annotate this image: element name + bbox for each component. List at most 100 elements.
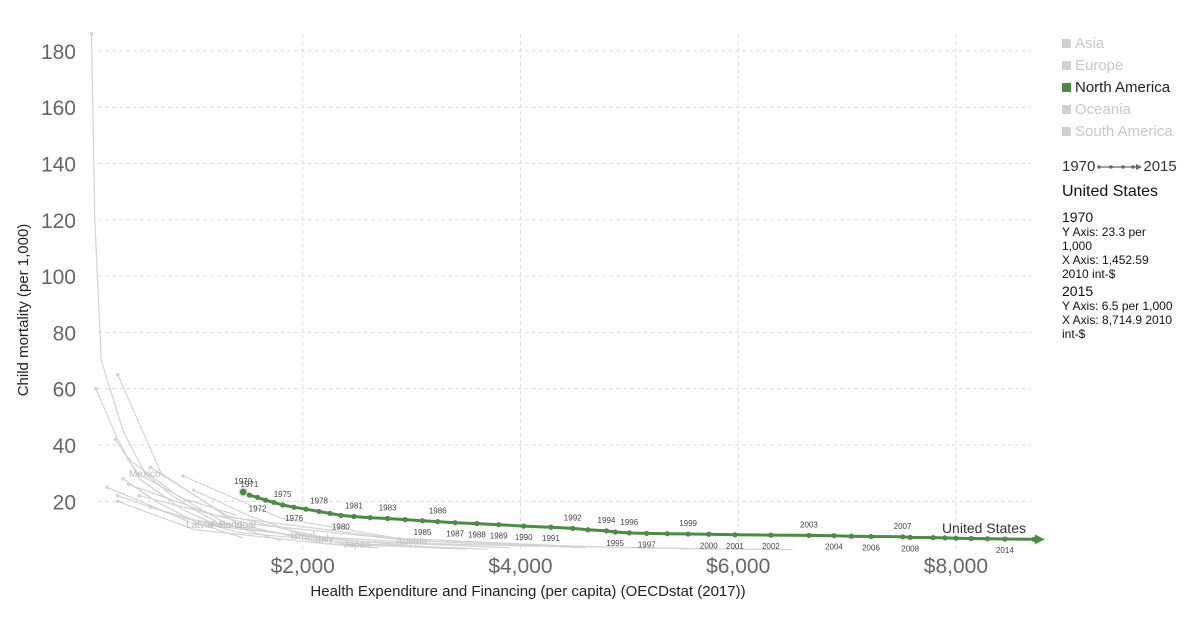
year-label: 1989 — [490, 532, 508, 541]
background-series-start-point — [126, 482, 131, 487]
data-point — [585, 527, 591, 533]
background-series-line — [117, 374, 379, 549]
year-label: 1997 — [638, 540, 656, 549]
data-point — [279, 502, 286, 508]
x-tick-label: $6,000 — [706, 555, 770, 578]
year-label: 1992 — [564, 513, 582, 522]
data-point — [238, 487, 248, 497]
legend-swatch — [1062, 126, 1071, 136]
year-label: 2002 — [762, 542, 780, 551]
background-series-start-point — [89, 32, 94, 36]
detail-start-year: 1970 — [1062, 209, 1094, 225]
data-point — [367, 515, 373, 521]
data-point — [1002, 536, 1008, 542]
x-axis-label: Health Expenditure and Financing (per ca… — [310, 583, 745, 600]
legend-item[interactable]: North America — [1062, 76, 1196, 98]
grid — [98, 34, 1031, 552]
time-start-label: 1970 — [1062, 158, 1096, 175]
year-label: 2006 — [862, 544, 880, 553]
year-label: 1970 — [234, 477, 252, 486]
data-point — [570, 525, 576, 531]
data-point — [664, 531, 671, 537]
background-series-start-point — [113, 437, 118, 442]
data-point — [402, 517, 408, 523]
data-point — [385, 515, 391, 522]
background-series-label: Japan — [344, 540, 371, 551]
legend-item[interactable]: Oceania — [1062, 98, 1196, 120]
data-point — [496, 522, 502, 528]
background-series-line — [106, 486, 510, 549]
legend-item-label: Europe — [1075, 56, 1124, 74]
y-tick-label: 40 — [53, 435, 76, 458]
x-tick-label: $4,000 — [488, 555, 552, 578]
detail-start-y-cont: 1,000 — [1062, 239, 1093, 253]
y-axis-label: Child mortality (per 1,000) — [15, 224, 32, 397]
legend-items: Asia Europe North America Oceania South Amer… — [1062, 32, 1196, 142]
background-series-label: Israel — [291, 531, 315, 542]
year-label: 1994 — [598, 516, 616, 525]
background-series-label: Latvia — [186, 520, 213, 531]
legend: Asia Europe North America Oceania South Amer… — [1062, 32, 1196, 341]
data-point — [254, 494, 261, 500]
year-label: 1972 — [249, 504, 267, 513]
highlight-series[interactable] — [238, 487, 1045, 545]
background-series — [89, 32, 793, 551]
background-series-label: Italy — [315, 534, 333, 545]
background-series-label: Mexico — [129, 469, 161, 480]
legend-item[interactable]: South America — [1062, 120, 1196, 142]
time-arrow-icon — [1097, 163, 1143, 170]
data-point — [474, 520, 480, 527]
data-point — [351, 513, 357, 520]
data-point — [848, 533, 855, 539]
detail-start-y: Y Axis: 23.3 per — [1062, 225, 1146, 239]
entity-detail: United States 1970 Y Axis: 23.3 per 1,00… — [1062, 183, 1196, 341]
background-series-line — [95, 388, 227, 531]
detail-end-x: X Axis: 8,714.9 2010 — [1062, 313, 1173, 327]
legend-item-label: Oceania — [1075, 100, 1131, 118]
background-series-line — [122, 478, 244, 539]
y-tick-label: 160 — [41, 97, 76, 120]
legend-item[interactable]: Asia — [1062, 32, 1196, 54]
data-point — [612, 529, 618, 535]
y-tick-label: 180 — [41, 41, 76, 64]
legend-item[interactable]: Europe — [1062, 54, 1196, 76]
legend-swatch — [1062, 82, 1071, 92]
data-point — [768, 532, 774, 538]
detail-end-year: 2015 — [1062, 283, 1094, 299]
year-label: 1995 — [606, 539, 624, 548]
year-label: 1999 — [679, 519, 697, 528]
y-tick-label: 120 — [41, 210, 76, 233]
background-series-line — [182, 475, 586, 549]
y-tick-label: 60 — [53, 379, 76, 402]
background-series-label: Poland — [211, 520, 242, 531]
year-label: 1990 — [515, 533, 533, 542]
data-point — [1031, 536, 1037, 542]
year-label: 2003 — [800, 520, 818, 529]
year-label: 1976 — [285, 514, 303, 523]
year-label: 2008 — [901, 544, 919, 553]
data-point — [291, 504, 297, 510]
data-point — [930, 535, 936, 541]
series-end-arrow — [1034, 534, 1045, 545]
year-label: 1996 — [620, 518, 638, 527]
data-point — [942, 535, 948, 541]
x-tick-label: $2,000 — [271, 555, 335, 578]
data-point — [246, 492, 252, 498]
data-point — [907, 534, 913, 540]
time-range-key[interactable]: 1970 2015 — [1062, 158, 1196, 175]
legend-item-label: South America — [1075, 122, 1173, 140]
background-series-line — [117, 500, 467, 550]
y-tick-label: 140 — [41, 154, 76, 177]
background-series-start-point — [115, 499, 120, 504]
background-series-start-point — [115, 493, 120, 498]
background-series-start-point — [104, 485, 109, 490]
background-series-start-point — [121, 477, 125, 481]
highlight-series-line — [242, 490, 1034, 541]
year-label: 1971 — [240, 480, 258, 489]
year-label: 1985 — [414, 528, 432, 537]
y-tick-label: 100 — [41, 266, 76, 289]
data-point — [419, 518, 426, 524]
